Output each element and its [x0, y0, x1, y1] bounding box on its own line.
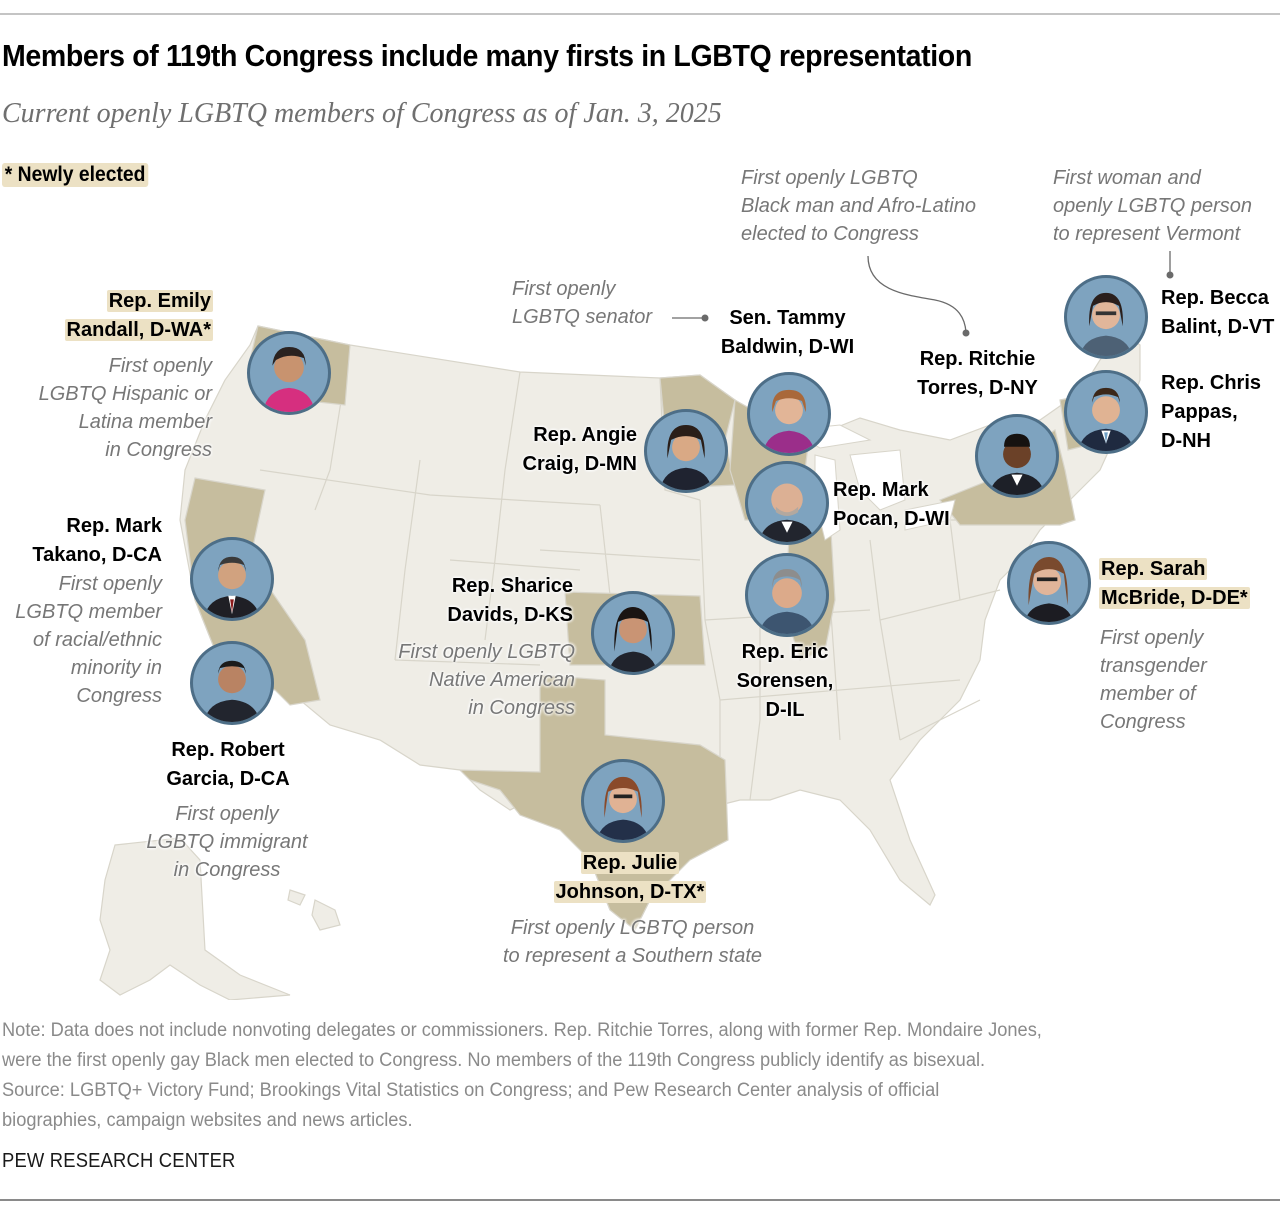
desc-davids: First openly LGBTQ Native American in Cong… [398, 641, 575, 719]
photo-torres [975, 414, 1059, 498]
name-baldwin: Sen. Tammy Baldwin, D-WI [720, 307, 855, 358]
desc-johnson: First openly LGBTQ person to represent a … [502, 917, 763, 967]
name-randall: Rep. Emily Randall, D-WA* [64, 290, 213, 341]
portrait-icon [597, 776, 649, 840]
note-line: Note: Data does not include nonvoting de… [2, 1020, 1042, 1041]
name-davids: Rep. Sharice Davids, D-KS [447, 575, 573, 626]
state-ak [99, 837, 291, 1000]
desc-balint: First woman and openly LGBTQ person to rep… [1053, 167, 1252, 245]
source-line: Source: LGBTQ+ Victory Fund; Brookings V… [2, 1080, 940, 1101]
portrait-icon [608, 607, 658, 672]
note-line: were the first openly gay Black men elec… [2, 1050, 986, 1071]
portrait-icon [204, 556, 260, 618]
source-line: biographies, campaign websites and news … [2, 1110, 413, 1131]
name-craig: Rep. Angie Craig, D-MN [522, 424, 637, 475]
desc-torres: First openly LGBTQ Black man and Afro-Lat… [741, 167, 976, 245]
state-boundaries [259, 344, 1040, 801]
portrait-icon [759, 483, 815, 542]
connector-dots [701, 271, 1174, 337]
photo-craig [644, 409, 728, 493]
chart-title: Members of 119th Congress include many f… [2, 38, 972, 73]
name-pappas: Rep. Chris Pappas, D-NH [1161, 372, 1262, 452]
brand-logo-text: PEW RESEARCH CENTER [2, 1150, 236, 1172]
bottom-rule [0, 1199, 1280, 1201]
name-balint: Rep. Becca Balint, D-VT [1161, 287, 1275, 338]
photo-garcia [190, 641, 274, 725]
photo-sorensen [745, 553, 829, 637]
portrait-icon [1078, 387, 1134, 451]
photo-baldwin [747, 372, 831, 456]
legend-newly-elected: * Newly elected [2, 163, 149, 187]
name-torres: Rep. Ritchie Torres, D-NY [917, 348, 1038, 399]
desc-takano: First openly LGBTQ member of racial/ethnic… [15, 573, 162, 707]
photo-davids [591, 591, 675, 675]
photo-mcbride [1007, 541, 1091, 625]
photo-pocan [745, 461, 829, 545]
name-sorensen: Rep. Eric Sorensen, D-IL [736, 641, 834, 721]
desc-randall: First openly LGBTQ Hispanic or Latina memb… [38, 355, 212, 461]
name-takano: Rep. Mark Takano, D-CA [32, 515, 162, 566]
desc-baldwin: First openly LGBTQ senator [512, 278, 653, 328]
desc-mcbride: First openly transgender member of Congress [1100, 627, 1207, 733]
chart-subtitle: Current openly LGBTQ members of Congress… [2, 98, 722, 129]
photo-randall [247, 331, 331, 415]
name-garcia: Rep. Robert Garcia, D-CA [166, 739, 290, 790]
connector-lines [672, 251, 1171, 333]
torres-connector [867, 255, 967, 333]
portrait-icon [759, 569, 815, 634]
portrait-icon [763, 389, 815, 453]
state-hi [287, 889, 341, 931]
portrait-icon [204, 660, 260, 722]
portrait-icon [660, 425, 712, 490]
footnote: Note: Data does not include nonvoting de… [2, 1016, 1227, 1136]
photo-balint [1064, 275, 1148, 359]
photo-takano [190, 537, 274, 621]
portrait-icon [1024, 557, 1074, 622]
portrait-icon [263, 347, 315, 412]
name-mcbride: Rep. Sarah McBride, D-DE* [1099, 558, 1250, 609]
desc-garcia: First openly LGBTQ immigrant in Congress [146, 803, 308, 881]
name-johnson: Rep. Julie Johnson, D-TX* [553, 852, 707, 903]
inset-states [99, 837, 341, 1000]
photo-johnson [581, 759, 665, 843]
top-rule [0, 13, 1280, 15]
portrait-icon [1080, 292, 1132, 356]
photo-pappas [1064, 370, 1148, 454]
name-pocan: Rep. Mark Pocan, D-WI [833, 479, 950, 530]
portrait-icon [989, 433, 1045, 495]
